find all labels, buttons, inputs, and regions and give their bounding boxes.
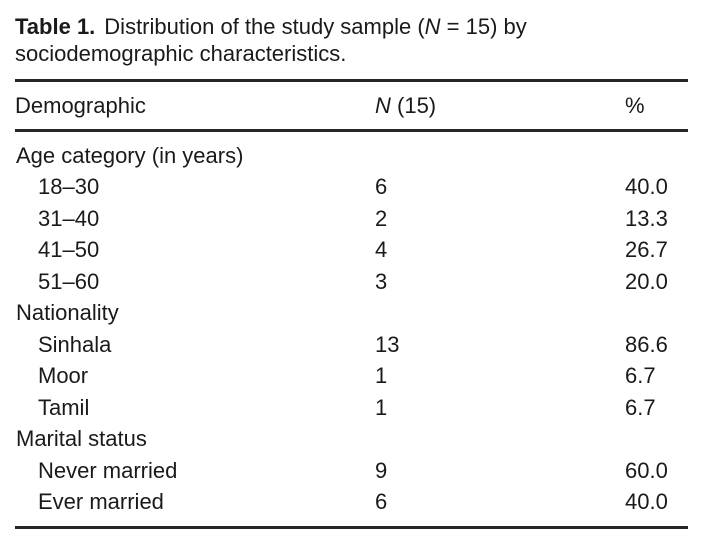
cell-percent: 20.0 — [625, 268, 668, 294]
top-rule — [15, 79, 688, 82]
table-row: 31–40 2 13.3 — [15, 203, 688, 235]
cell-demographic: 51–60 — [38, 268, 100, 294]
cell-n: 4 — [375, 237, 388, 263]
n-symbol-italic: N — [375, 92, 391, 118]
cell-percent: 86.6 — [625, 331, 668, 357]
section-header-row: Nationality — [15, 298, 688, 330]
cell-n: 9 — [375, 457, 388, 483]
cell-n: 6 — [375, 174, 388, 200]
section-header: Age category (in years) — [16, 142, 244, 168]
n-symbol-italic: N — [424, 14, 441, 39]
cell-n: 6 — [375, 489, 388, 515]
cell-demographic: Tamil — [38, 394, 90, 420]
cell-n: 3 — [375, 268, 388, 294]
cell-demographic: 18–30 — [38, 174, 100, 200]
cell-demographic: Moor — [38, 363, 89, 389]
section-header: Nationality — [16, 300, 119, 326]
section-header: Marital status — [16, 426, 147, 452]
table-row: 18–30 6 40.0 — [15, 172, 688, 204]
cell-percent: 26.7 — [625, 237, 668, 263]
table-body: Age category (in years) 18–30 6 40.0 31–… — [15, 132, 688, 526]
cell-n: 2 — [375, 205, 388, 231]
table-header-row: Demographic N (15) % — [15, 82, 688, 129]
cell-demographic: Ever married — [38, 489, 164, 515]
section-header-row: Marital status — [15, 424, 688, 456]
table-caption-line2: sociodemographic characteristics. — [15, 41, 347, 66]
table-row: 51–60 3 20.0 — [15, 266, 688, 298]
table-caption-text: Distribution of the study sample (N = 15… — [104, 14, 527, 39]
cell-percent: 13.3 — [625, 205, 668, 231]
cell-n: 1 — [375, 394, 388, 420]
section-header-row: Age category (in years) — [15, 140, 688, 172]
table-caption: Table 1. Distribution of the study sample… — [15, 13, 688, 67]
table-caption-label: Table 1. — [15, 14, 96, 39]
column-header-percent: % — [625, 92, 645, 118]
cell-demographic: Never married — [38, 457, 178, 483]
table-row: Never married 9 60.0 — [15, 455, 688, 487]
cell-demographic: 31–40 — [38, 205, 100, 231]
paper-table-page: Table 1. Distribution of the study sample… — [15, 0, 688, 529]
column-header-n: N (15) — [375, 92, 437, 118]
cell-demographic: Sinhala — [38, 331, 112, 357]
header-rule — [15, 129, 688, 132]
table-row: Ever married 6 40.0 — [15, 487, 688, 519]
cell-demographic: 41–50 — [38, 237, 100, 263]
column-header-demographic: Demographic — [15, 92, 146, 118]
table-row: Tamil 1 6.7 — [15, 392, 688, 424]
cell-percent: 40.0 — [625, 174, 668, 200]
table-row: 41–50 4 26.7 — [15, 235, 688, 267]
cell-percent: 6.7 — [625, 394, 656, 420]
cell-percent: 60.0 — [625, 457, 668, 483]
bottom-rule — [15, 526, 688, 529]
cell-n: 13 — [375, 331, 400, 357]
cell-percent: 6.7 — [625, 363, 656, 389]
table-row: Sinhala 13 86.6 — [15, 329, 688, 361]
cell-percent: 40.0 — [625, 489, 668, 515]
table-row: Moor 1 6.7 — [15, 361, 688, 393]
cell-n: 1 — [375, 363, 388, 389]
table-caption-line1: Table 1. Distribution of the study sample… — [15, 13, 688, 40]
